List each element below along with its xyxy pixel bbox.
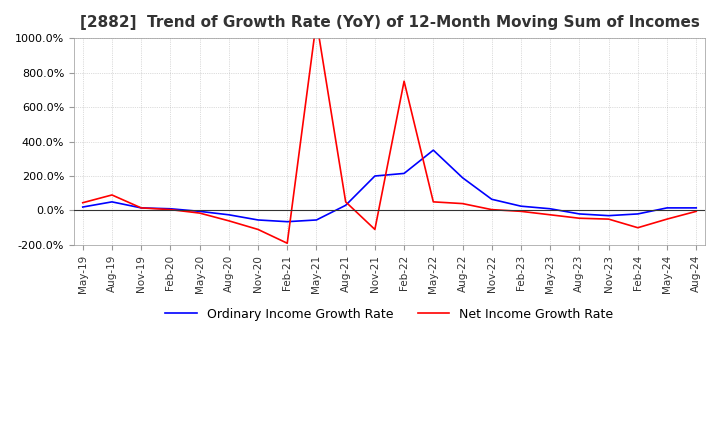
Net Income Growth Rate: [575, 216, 584, 221]
Net Income Growth Rate: [604, 216, 613, 222]
Net Income Growth Rate: [517, 209, 526, 214]
Net Income Growth Rate: [312, 18, 321, 23]
Net Income Growth Rate: [107, 192, 116, 198]
Net Income Growth Rate: [195, 210, 204, 216]
Ordinary Income Growth Rate: [166, 206, 175, 211]
Net Income Growth Rate: [341, 199, 350, 205]
Net Income Growth Rate: [458, 201, 467, 206]
Ordinary Income Growth Rate: [400, 171, 408, 176]
Line: Net Income Growth Rate: Net Income Growth Rate: [83, 21, 696, 243]
Ordinary Income Growth Rate: [312, 217, 321, 223]
Net Income Growth Rate: [371, 227, 379, 232]
Net Income Growth Rate: [283, 241, 292, 246]
Ordinary Income Growth Rate: [634, 211, 642, 216]
Ordinary Income Growth Rate: [78, 205, 87, 210]
Net Income Growth Rate: [662, 216, 671, 222]
Ordinary Income Growth Rate: [692, 205, 701, 210]
Ordinary Income Growth Rate: [107, 199, 116, 205]
Ordinary Income Growth Rate: [195, 209, 204, 214]
Net Income Growth Rate: [137, 205, 145, 210]
Ordinary Income Growth Rate: [575, 211, 584, 216]
Ordinary Income Growth Rate: [283, 219, 292, 224]
Ordinary Income Growth Rate: [458, 175, 467, 180]
Net Income Growth Rate: [692, 209, 701, 214]
Net Income Growth Rate: [166, 207, 175, 212]
Net Income Growth Rate: [429, 199, 438, 205]
Net Income Growth Rate: [225, 218, 233, 224]
Net Income Growth Rate: [546, 212, 554, 217]
Line: Ordinary Income Growth Rate: Ordinary Income Growth Rate: [83, 150, 696, 222]
Ordinary Income Growth Rate: [546, 206, 554, 211]
Ordinary Income Growth Rate: [487, 197, 496, 202]
Ordinary Income Growth Rate: [253, 217, 262, 223]
Net Income Growth Rate: [634, 225, 642, 231]
Ordinary Income Growth Rate: [371, 173, 379, 179]
Net Income Growth Rate: [78, 200, 87, 205]
Net Income Growth Rate: [400, 79, 408, 84]
Ordinary Income Growth Rate: [225, 212, 233, 217]
Ordinary Income Growth Rate: [429, 147, 438, 153]
Title: [2882]  Trend of Growth Rate (YoY) of 12-Month Moving Sum of Incomes: [2882] Trend of Growth Rate (YoY) of 12-…: [79, 15, 699, 30]
Net Income Growth Rate: [487, 207, 496, 212]
Ordinary Income Growth Rate: [662, 205, 671, 210]
Legend: Ordinary Income Growth Rate, Net Income Growth Rate: Ordinary Income Growth Rate, Net Income …: [161, 303, 618, 326]
Ordinary Income Growth Rate: [517, 204, 526, 209]
Net Income Growth Rate: [253, 227, 262, 232]
Ordinary Income Growth Rate: [604, 213, 613, 218]
Ordinary Income Growth Rate: [137, 205, 145, 210]
Ordinary Income Growth Rate: [341, 203, 350, 208]
